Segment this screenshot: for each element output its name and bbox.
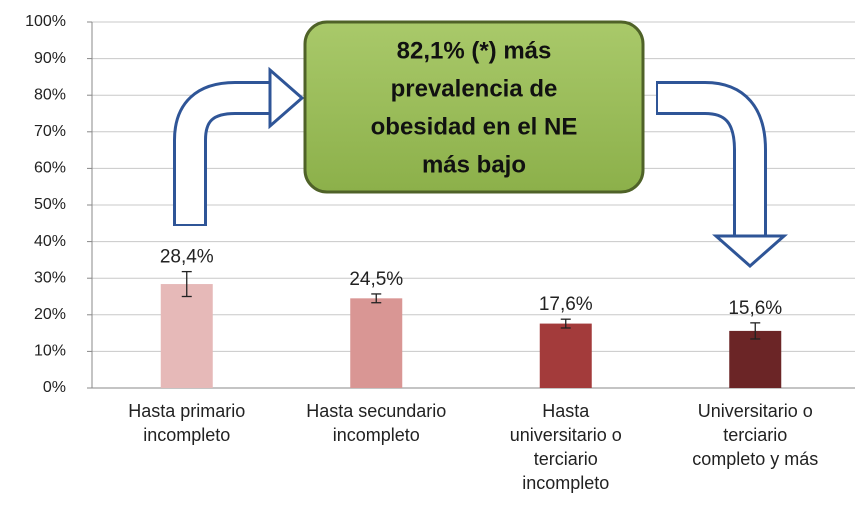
x-tick-label: incompleto — [522, 473, 609, 493]
x-tick-label: completo y más — [692, 449, 818, 469]
x-tick-label: terciario — [723, 425, 787, 445]
annotation-line: 82,1% (*) más — [397, 37, 552, 64]
y-tick-label: 70% — [34, 123, 66, 140]
annotation-line: obesidad en el NE — [371, 113, 578, 140]
left-arrow — [173, 66, 305, 226]
y-tick-label: 100% — [25, 13, 66, 30]
y-tick-label: 90% — [34, 50, 66, 67]
bar — [539, 323, 592, 388]
data-label: 17,6% — [539, 294, 593, 315]
annotation: 82,1% (*) más prevalencia de obesidad en e… — [371, 37, 578, 178]
data-label: 24,5% — [349, 269, 403, 290]
plot-area: 0% 10% 20% 30% 40% 50% 60% 70% 80% 90% 100% Hasta p… — [25, 13, 855, 493]
y-tick-label: 0% — [43, 379, 66, 396]
x-tick-label: Hasta primario — [128, 401, 245, 421]
data-label: 15,6% — [728, 298, 782, 319]
bar — [160, 284, 213, 388]
data-label: 28,4% — [160, 247, 214, 268]
y-tick-label: 50% — [34, 196, 66, 213]
annotation-line: más bajo — [422, 151, 526, 178]
x-tick-label: incompleto — [333, 425, 420, 445]
y-tick-label: 30% — [34, 269, 66, 286]
annotation-box — [303, 20, 645, 194]
y-tick-label: 40% — [34, 233, 66, 250]
right-arrow — [656, 81, 788, 269]
y-tick-label: 60% — [34, 160, 66, 177]
x-tick-label: Hasta — [542, 401, 590, 421]
y-tick-label: 20% — [34, 306, 66, 323]
x-tick-label: Universitario o — [698, 401, 813, 421]
bar — [729, 330, 782, 388]
y-tick-label: 10% — [34, 343, 66, 360]
x-tick-label: incompleto — [143, 425, 230, 445]
annotation-line: prevalencia de — [391, 75, 558, 102]
x-tick-label: universitario o — [510, 425, 622, 445]
bar — [350, 298, 403, 388]
y-tick-label: 80% — [34, 86, 66, 103]
x-tick-label: terciario — [534, 449, 598, 469]
x-tick-label: Hasta secundario — [306, 401, 446, 421]
